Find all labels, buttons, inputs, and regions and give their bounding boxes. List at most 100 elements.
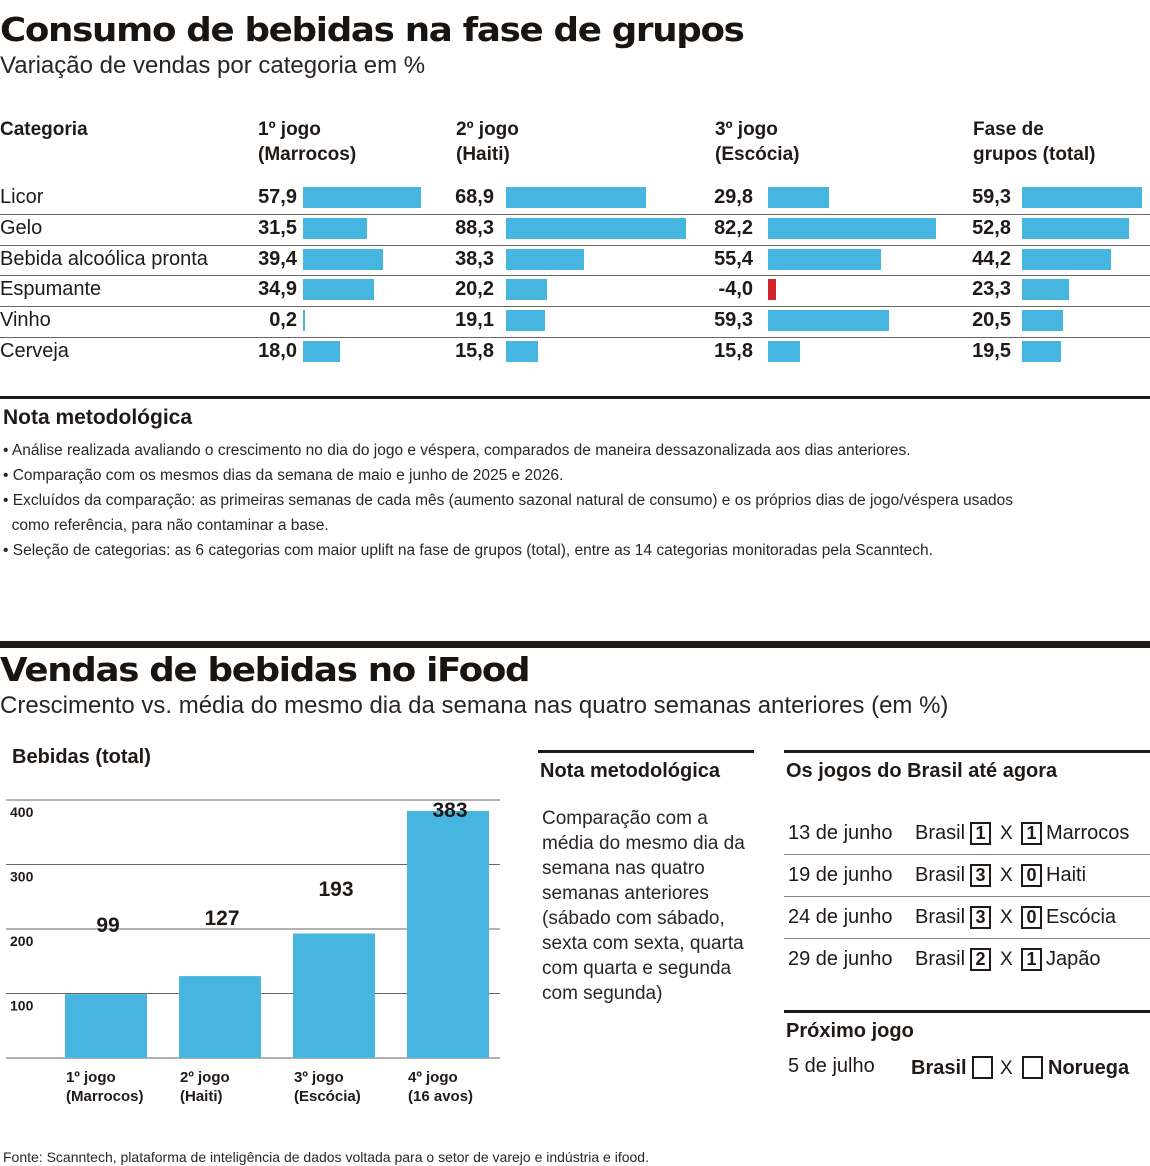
value-bar	[768, 310, 890, 332]
value-label: 0,2	[269, 309, 297, 332]
y-tick-label: 400	[10, 804, 34, 820]
value-bar	[303, 341, 340, 362]
value-bar	[1022, 187, 1142, 208]
section2-subtitle: Crescimento vs. média do mesmo dia da se…	[0, 692, 949, 719]
category-axis-label: 2º jogo	[180, 1069, 230, 1086]
value-label: 19,5	[972, 340, 1011, 362]
value-label: 59,3	[714, 309, 753, 332]
value-label: 34,9	[258, 278, 297, 301]
game-x: X	[1000, 949, 1013, 970]
value-label: 20,2	[455, 278, 494, 301]
note2-rule	[538, 750, 754, 753]
header-game1-line1: 1º jogo	[258, 119, 321, 140]
category-label: Gelo	[0, 216, 43, 239]
next-game-away: Noruega	[1048, 1057, 1130, 1079]
game-x: X	[1000, 865, 1013, 886]
chart-title: Bebidas (total)	[12, 746, 151, 768]
category-axis-label: (16 avos)	[408, 1088, 473, 1105]
header-total-line2: grupos (total)	[973, 144, 1096, 165]
next-game-rule	[784, 1010, 1150, 1013]
bar-value-label: 127	[204, 907, 239, 930]
header-game2-line1: 2º jogo	[456, 119, 519, 140]
header-game2: 2º jogo (Haiti)	[456, 117, 519, 167]
negative-bar	[768, 279, 776, 301]
note-line-3: • Excluídos da comparação: as primeiras …	[3, 492, 1014, 509]
note2-line: (sábado com sábado,	[542, 908, 725, 929]
home-score-box: 3	[970, 906, 991, 929]
game-divider	[784, 896, 1150, 897]
source-footer: Fonte: Scanntech, plataforma de inteligê…	[3, 1149, 649, 1165]
category-axis-label: (Haiti)	[180, 1088, 223, 1105]
away-score-box: 1	[1021, 822, 1042, 845]
value-bar	[1022, 248, 1112, 270]
value-label: 59,3	[972, 186, 1011, 208]
value-label: 55,4	[714, 247, 753, 270]
bar-value-label: 383	[432, 799, 467, 822]
game-home-team: Brasil	[915, 864, 966, 886]
game-divider	[784, 938, 1150, 939]
note-line-1: • Análise realizada avaliando o crescime…	[3, 442, 911, 459]
note-line-4: como referência, para não contaminar a b…	[3, 517, 329, 534]
note2-line: semanas anteriores	[542, 883, 709, 904]
divider-thick	[0, 396, 1150, 399]
section2-note-title: Nota metodológica	[540, 760, 721, 782]
category-axis-label: (Marrocos)	[66, 1088, 144, 1105]
value-label: 44,2	[972, 247, 1011, 270]
away-score-box: 1	[1021, 948, 1042, 971]
value-label: 19,1	[455, 309, 494, 332]
game-home-team: Brasil	[915, 948, 966, 970]
away-score-box: 0	[1021, 864, 1042, 887]
header-game3-line2: (Escócia)	[715, 144, 800, 165]
next-game-date: 5 de julho	[788, 1055, 875, 1077]
game-away-team: Haiti	[1046, 864, 1087, 886]
game-away-team: Escócia	[1046, 906, 1117, 928]
section2-top-rule	[0, 641, 1150, 648]
value-label: 52,8	[972, 216, 1011, 239]
category-axis-label: 1º jogo	[66, 1069, 116, 1086]
home-score-box: 1	[970, 822, 991, 845]
next-game-x: X	[1000, 1058, 1013, 1079]
home-score-box: 3	[970, 864, 991, 887]
category-label: Licor	[0, 186, 44, 208]
value-bar	[1022, 279, 1070, 301]
value-label: 29,8	[714, 186, 753, 208]
value-bar	[303, 279, 375, 301]
home-score-box: 2	[970, 948, 991, 971]
value-bar	[506, 217, 686, 239]
value-label: 31,5	[258, 216, 297, 239]
ifood-bar-chart: 100 200 300 400 99 1º jogo (Marrocos) 127 2º jog…	[6, 799, 500, 1105]
game-divider	[784, 854, 1150, 855]
header-categoria: Categoria	[0, 119, 88, 140]
value-bar	[1022, 217, 1129, 239]
value-bar	[506, 310, 545, 332]
value-bar	[506, 248, 585, 270]
value-label: 20,5	[972, 309, 1011, 332]
note2-line: sexta com sexta, quarta	[542, 933, 744, 954]
y-tick-label: 200	[10, 933, 34, 949]
note2-line: Comparação com a	[542, 808, 708, 829]
note2-line: com segunda)	[542, 983, 663, 1004]
note-line-5: • Seleção de categorias: as 6 categorias…	[3, 542, 933, 559]
next-away-score-box	[1022, 1056, 1043, 1079]
games-title: Os jogos do Brasil até agora	[786, 760, 1058, 782]
value-bar	[506, 279, 548, 301]
value-label: 68,9	[455, 186, 494, 208]
game-date: 24 de junho	[788, 906, 893, 928]
value-label: 88,3	[455, 216, 494, 239]
header-game1: 1º jogo (Marrocos)	[258, 117, 356, 167]
chart-bar	[407, 810, 489, 1058]
header-game3-line1: 3º jogo	[715, 119, 778, 140]
row-divider	[0, 213, 1150, 215]
note2-line: com quarta e segunda	[542, 958, 732, 979]
y-tick-label: 100	[10, 998, 34, 1014]
value-bar	[768, 217, 936, 239]
next-game-home: Brasil	[911, 1057, 967, 1079]
value-label: 15,8	[714, 340, 753, 362]
header-game1-line2: (Marrocos)	[258, 144, 357, 165]
game-home-team: Brasil	[915, 822, 966, 844]
row-divider	[0, 306, 1150, 308]
value-bar	[506, 341, 539, 362]
note-line-2: • Comparação com os mesmos dias da seman…	[3, 467, 564, 484]
value-bar	[303, 217, 368, 239]
row-divider	[0, 244, 1150, 246]
